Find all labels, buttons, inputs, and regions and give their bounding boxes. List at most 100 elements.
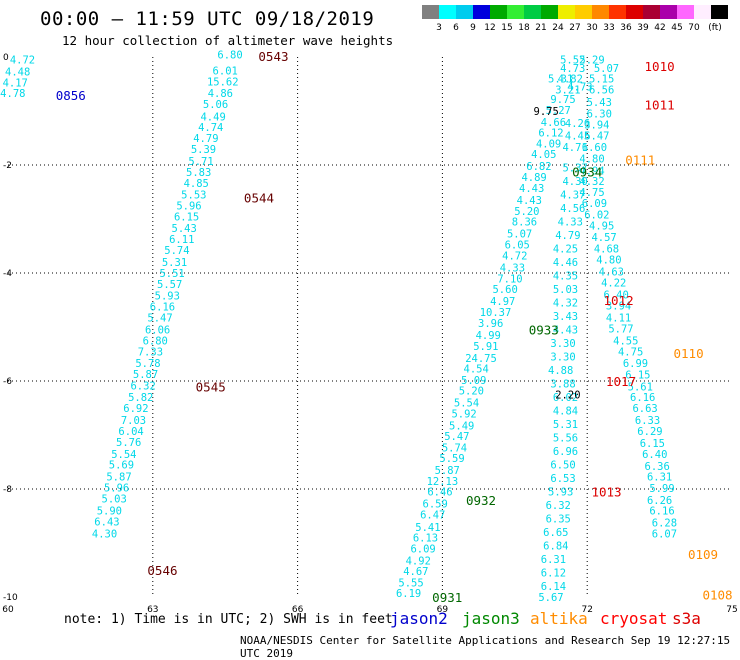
data-point-label: 7.33 xyxy=(138,346,163,358)
data-point-label: 6.53 xyxy=(550,473,575,485)
data-point-label: 4.75 xyxy=(579,187,604,199)
footer-note: note: 1) Time is in UTC; 2) SWH is in fe… xyxy=(64,612,393,627)
data-point-label: 5.03 xyxy=(553,284,578,296)
data-point-label: 4.85 xyxy=(184,178,209,190)
data-point-label: 6.30 xyxy=(587,109,612,121)
y-tick-label: -4 xyxy=(3,269,12,279)
time-label: 0543 xyxy=(258,49,288,64)
data-point-label: 4.79 xyxy=(193,133,218,145)
data-point-label: 6.84 xyxy=(543,541,568,553)
data-point-label: 6.12 xyxy=(541,568,566,580)
colorbar-label: 30 xyxy=(586,23,598,33)
data-point-label: 5.82 xyxy=(128,392,153,404)
colorbar-label: 42 xyxy=(654,23,665,33)
data-point-label: 3.43 xyxy=(553,311,578,323)
data-point-label: 4.72 xyxy=(10,55,35,67)
legend-item-altika: altika xyxy=(530,609,588,628)
colorbar-swatch xyxy=(490,5,507,19)
data-point-label: 6.36 xyxy=(645,461,670,473)
data-point-label: 4.99 xyxy=(476,330,501,342)
data-point-label: 6.15 xyxy=(640,438,665,450)
data-point-label: 6.15 xyxy=(625,370,650,382)
data-point-label: 5.60 xyxy=(492,284,517,296)
data-point-label: 4.66 xyxy=(541,117,566,129)
x-tick-label: 63 xyxy=(147,605,158,615)
data-point-label: 5.53 xyxy=(181,190,206,202)
data-point-label: 6.02 xyxy=(584,210,609,222)
colorbar-label: 36 xyxy=(620,23,632,33)
colorbar-swatch xyxy=(660,5,677,19)
data-point-label: 6.09 xyxy=(582,198,607,210)
x-tick-label: 75 xyxy=(726,605,737,615)
data-point-label: 5.37 xyxy=(562,163,587,175)
data-point-label: 5.31 xyxy=(162,257,187,269)
data-point-label: 4.48 xyxy=(5,67,30,79)
colorbar-swatch xyxy=(507,5,524,19)
data-point-label: 5.47 xyxy=(147,312,172,324)
colorbar-swatch xyxy=(626,5,643,19)
colorbar-unit: (ft) xyxy=(708,23,722,33)
data-point-label: 6.12 xyxy=(538,128,563,140)
data-point-label: 4.80 xyxy=(596,255,621,267)
time-label: 0934 xyxy=(572,164,602,179)
data-point-label: 6.09 xyxy=(410,543,435,555)
data-point-label: 4.95 xyxy=(589,220,614,232)
data-point-label: 5.31 xyxy=(553,419,578,431)
legend-item-cryosat: cryosat xyxy=(600,609,668,628)
data-point-label: 6.31 xyxy=(541,554,566,566)
data-point-label: 5.87 xyxy=(106,472,131,484)
data-point-label: 4.71 xyxy=(562,142,587,154)
data-point-label: 5.29 xyxy=(579,55,604,67)
data-point-label: 5.91 xyxy=(473,341,498,353)
data-point-label: 6.47 xyxy=(420,509,445,521)
colorbar-swatch xyxy=(592,5,609,19)
data-point-label: 10.37 xyxy=(480,307,512,319)
data-point-label: 5.31 xyxy=(548,74,573,86)
time-label: 0544 xyxy=(244,190,274,205)
data-point-label: 4.79 xyxy=(555,230,580,242)
data-point-label: 12.13 xyxy=(427,476,459,488)
data-point-label: 4.88 xyxy=(548,365,573,377)
x-tick-label: 69 xyxy=(437,605,449,615)
legend-item-s3a: s3a xyxy=(672,609,701,628)
data-point-label: 3.30 xyxy=(550,352,575,364)
data-point-label: 4.43 xyxy=(553,325,578,337)
data-point-label: 3.94 xyxy=(584,120,609,132)
colorbar-swatch xyxy=(575,5,592,19)
data-point-label: 5.43 xyxy=(587,97,612,109)
data-point-label: 4.09 xyxy=(536,138,561,150)
data-point-label: 5.92 xyxy=(451,408,476,420)
data-point-label: 4.56 xyxy=(560,203,585,215)
data-point-label: 6.16 xyxy=(630,392,655,404)
colorbar-swatch xyxy=(439,5,456,19)
data-point-label: 5.96 xyxy=(104,482,129,494)
data-point-label: 6.82 xyxy=(526,161,551,173)
data-point-label: 5.15 xyxy=(589,74,614,86)
data-point-label: 6.92 xyxy=(123,403,148,415)
time-label: 1012 xyxy=(604,293,634,308)
data-point-label: 4.92 xyxy=(406,555,431,567)
time-label: 0931 xyxy=(432,590,462,605)
data-point-label: 5.67 xyxy=(538,592,563,604)
data-point-label: 4.97 xyxy=(490,296,515,308)
data-point-label: 4.30 xyxy=(562,176,587,188)
data-point-label: 4.55 xyxy=(613,336,638,348)
data-point-label: 6.32 xyxy=(546,500,571,512)
data-point-label: 5.09 xyxy=(461,375,486,387)
data-point-label: 6.99 xyxy=(623,358,648,370)
data-point-label: 6.43 xyxy=(94,516,119,528)
data-point-label: 4.35 xyxy=(553,271,578,283)
data-point-label: 5.93 xyxy=(548,487,573,499)
chart-title: 00:00 – 11:59 UTC 09/18/2019 xyxy=(40,8,375,30)
data-point-label: 6.16 xyxy=(649,506,674,518)
data-point-label: 6.35 xyxy=(546,514,571,526)
data-point-label: 5.78 xyxy=(135,358,160,370)
data-point-label: 6.28 xyxy=(652,517,677,529)
data-point-label: 5.55 xyxy=(398,577,423,589)
data-point-label: 5.74 xyxy=(164,245,189,257)
colorbar-label: 21 xyxy=(535,23,546,33)
data-point-label: 4.75 xyxy=(618,346,643,358)
data-point-label: 6.14 xyxy=(541,581,566,593)
x-tick-label: 72 xyxy=(581,605,592,615)
data-point-label: 5.54 xyxy=(111,449,136,461)
